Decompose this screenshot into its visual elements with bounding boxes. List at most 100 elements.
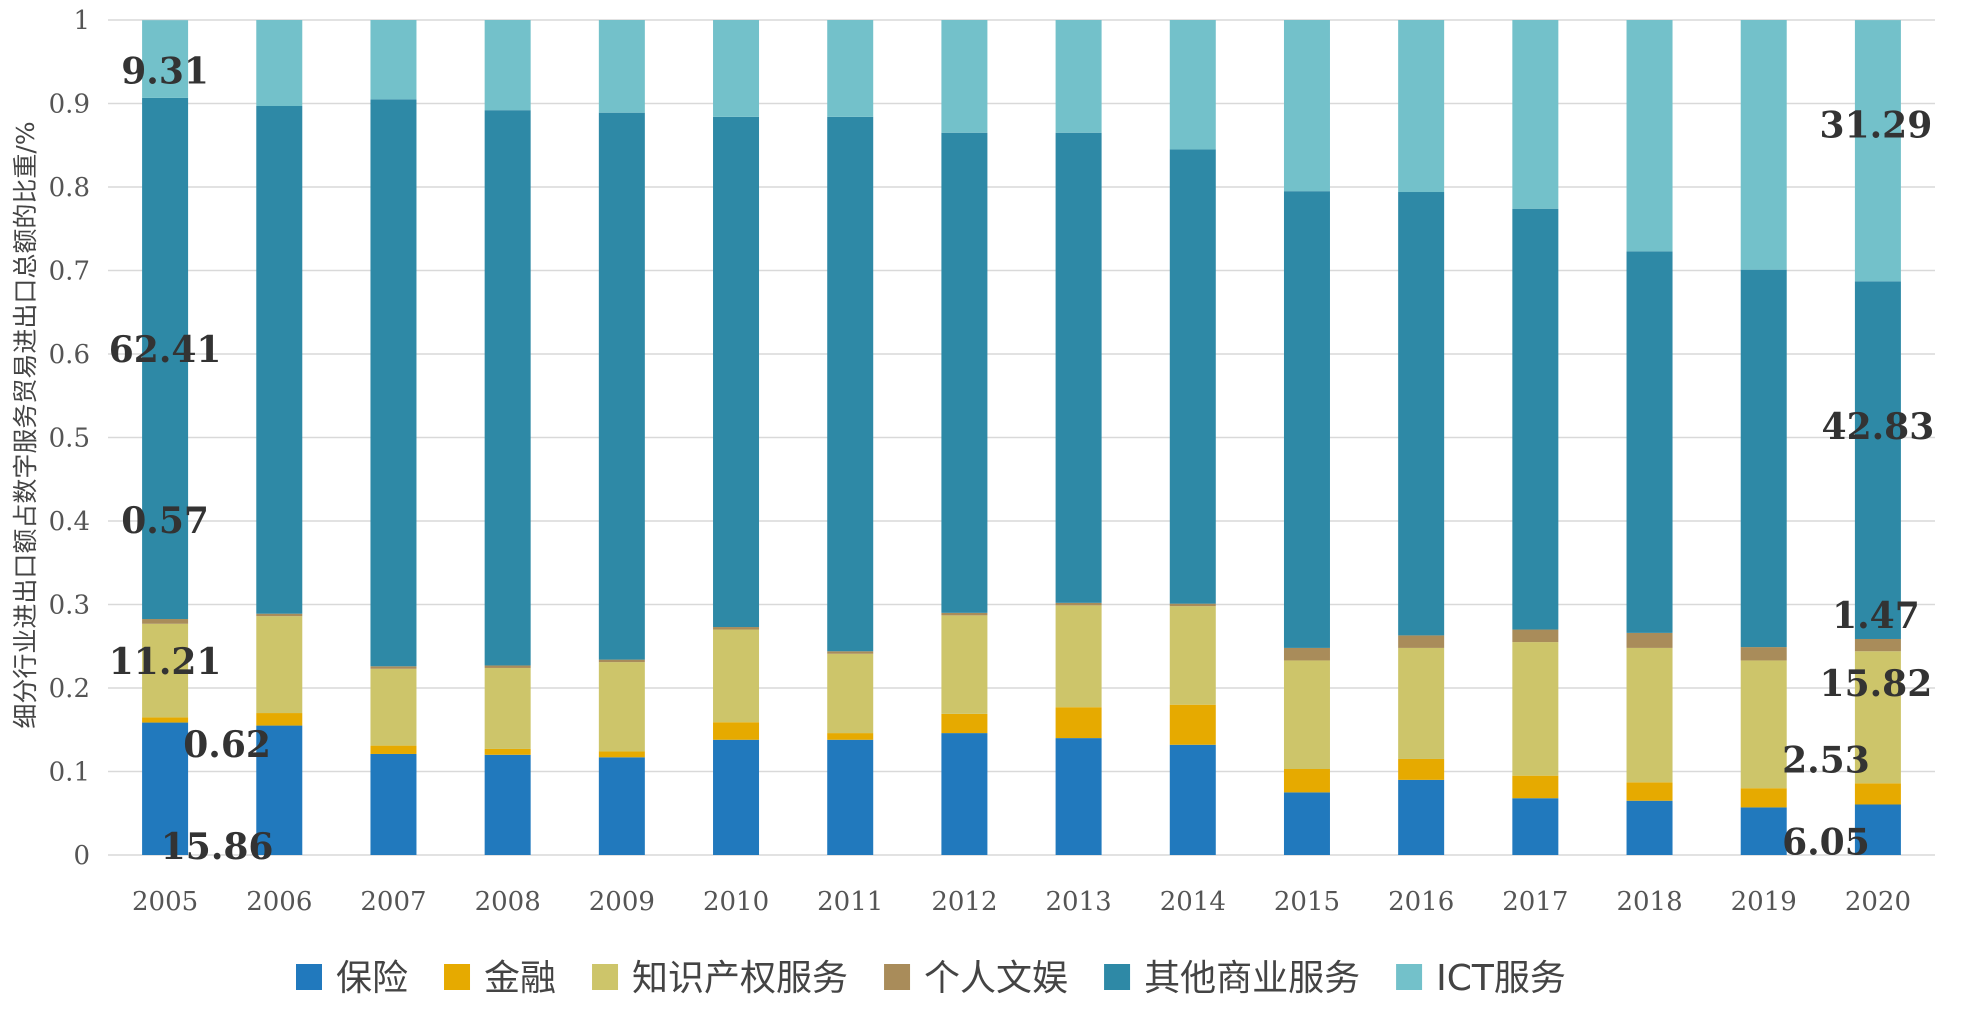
bar-segment	[1169, 603, 1216, 607]
data-label: 0.57	[121, 500, 209, 542]
bar-segment	[1283, 792, 1330, 855]
x-tick-label: 2015	[1274, 887, 1340, 917]
bar-segment	[1626, 251, 1673, 633]
bar-segment	[598, 659, 645, 663]
data-label: 15.82	[1820, 663, 1933, 705]
bar-segment	[598, 112, 645, 660]
x-tick-label: 2009	[589, 887, 655, 917]
bar-segment	[941, 615, 988, 714]
bar-segment	[1055, 20, 1102, 133]
bar-segment	[1626, 647, 1673, 783]
y-tick-label: 0.2	[49, 674, 90, 704]
bars	[142, 20, 1901, 855]
legend-item: 知识产权服务	[592, 958, 848, 999]
bar-segment	[1740, 660, 1787, 789]
bar-segment	[484, 748, 531, 755]
legend-label: 保险	[336, 958, 408, 999]
data-label: 11.21	[109, 641, 222, 683]
bar-segment	[484, 665, 531, 668]
bar-segment	[941, 20, 988, 133]
bar-segment	[827, 116, 874, 652]
bar-segment	[1854, 651, 1901, 784]
bar-segment	[827, 733, 874, 740]
bar-segment	[827, 20, 874, 117]
bar-segment	[713, 116, 760, 628]
legend-swatch	[444, 964, 471, 990]
bar-segment	[484, 754, 531, 855]
bar-segment	[713, 722, 760, 740]
data-label: 9.31	[121, 51, 209, 93]
legend-swatch	[592, 964, 619, 990]
bar-segment	[370, 745, 417, 754]
legend-label: 知识产权服务	[632, 958, 848, 999]
bar-segment	[256, 106, 303, 614]
data-labels: 9.31 62.41 0.57 11.21 0.62 15.86 31.29 42.83 1.4…	[109, 51, 1935, 869]
y-tick-label: 0.5	[49, 424, 90, 454]
bar-segment	[1283, 647, 1330, 661]
bar-segment	[1055, 132, 1102, 603]
legend-label: 其他商业服务	[1144, 958, 1360, 999]
y-tick-label: 0.6	[49, 340, 90, 370]
x-tick-label: 2019	[1731, 887, 1797, 917]
x-tick-label: 2007	[360, 887, 426, 917]
bar-segment	[370, 666, 417, 669]
bar-segment	[142, 623, 189, 718]
bar-segment	[1512, 775, 1559, 799]
legend-item: 其他商业服务	[1104, 958, 1360, 999]
bar-segment	[598, 662, 645, 752]
bar-segment	[142, 619, 189, 624]
x-axis-ticks: 2005 2006 2007 2008 2009 2010 2011 2012 2013 2014…	[132, 887, 1911, 917]
bar-segment	[827, 653, 874, 734]
bar-segment	[941, 733, 988, 855]
bar-segment	[1854, 783, 1901, 805]
y-tick-label: 0.1	[49, 758, 90, 788]
bar-segment	[256, 725, 303, 855]
bar-segment	[1055, 738, 1102, 855]
legend-swatch	[296, 964, 322, 990]
data-label: 6.05	[1782, 821, 1870, 863]
x-tick-label: 2016	[1388, 887, 1454, 917]
bar-segment	[1398, 635, 1445, 648]
data-label: 0.62	[183, 724, 271, 766]
y-tick-label: 0.3	[49, 591, 90, 621]
bar-segment	[941, 612, 988, 616]
bar-segment	[713, 629, 760, 723]
bar-segment	[1626, 782, 1673, 801]
bar-segment	[1398, 192, 1445, 636]
x-tick-label: 2010	[703, 887, 769, 917]
legend-item: ICT服务	[1396, 958, 1566, 999]
bar-segment	[1398, 20, 1445, 193]
bar-segment	[484, 667, 531, 749]
bar-segment	[256, 613, 303, 617]
data-label: 42.83	[1822, 406, 1935, 448]
y-tick-label: 0.9	[49, 90, 90, 120]
legend-label: 个人文娱	[924, 958, 1068, 999]
bar-segment	[827, 651, 874, 654]
legend-swatch	[1396, 964, 1423, 990]
bar-segment	[1854, 20, 1901, 282]
y-axis-ticks: 0 0.1 0.2 0.3 0.4 0.5 0.6 0.7 0.8 0.9 1	[49, 6, 90, 871]
bar-segment	[1055, 605, 1102, 708]
x-tick-label: 2018	[1616, 887, 1682, 917]
bar-segment	[1055, 707, 1102, 739]
legend-swatch	[1104, 964, 1131, 990]
y-tick-label: 0.8	[49, 173, 90, 203]
bar-segment	[598, 757, 645, 855]
x-tick-label: 2013	[1046, 887, 1112, 917]
data-label: 31.29	[1820, 105, 1933, 147]
bar-segment	[256, 616, 303, 714]
bar-segment	[1740, 788, 1787, 808]
bar-segment	[1169, 20, 1216, 150]
y-axis-label: 细分行业进出口额占数字服务贸易进出口总额的比重/%	[11, 121, 40, 728]
bar-segment	[142, 97, 189, 620]
bar-segment	[1512, 798, 1559, 855]
x-tick-label: 2012	[931, 887, 997, 917]
x-tick-label: 2017	[1502, 887, 1568, 917]
bar-segment	[370, 753, 417, 855]
bar-segment	[598, 751, 645, 758]
bar-segment	[1169, 606, 1216, 705]
bar-segment	[1283, 20, 1330, 192]
bar-segment	[1169, 704, 1216, 745]
y-tick-label: 0.4	[49, 507, 90, 537]
